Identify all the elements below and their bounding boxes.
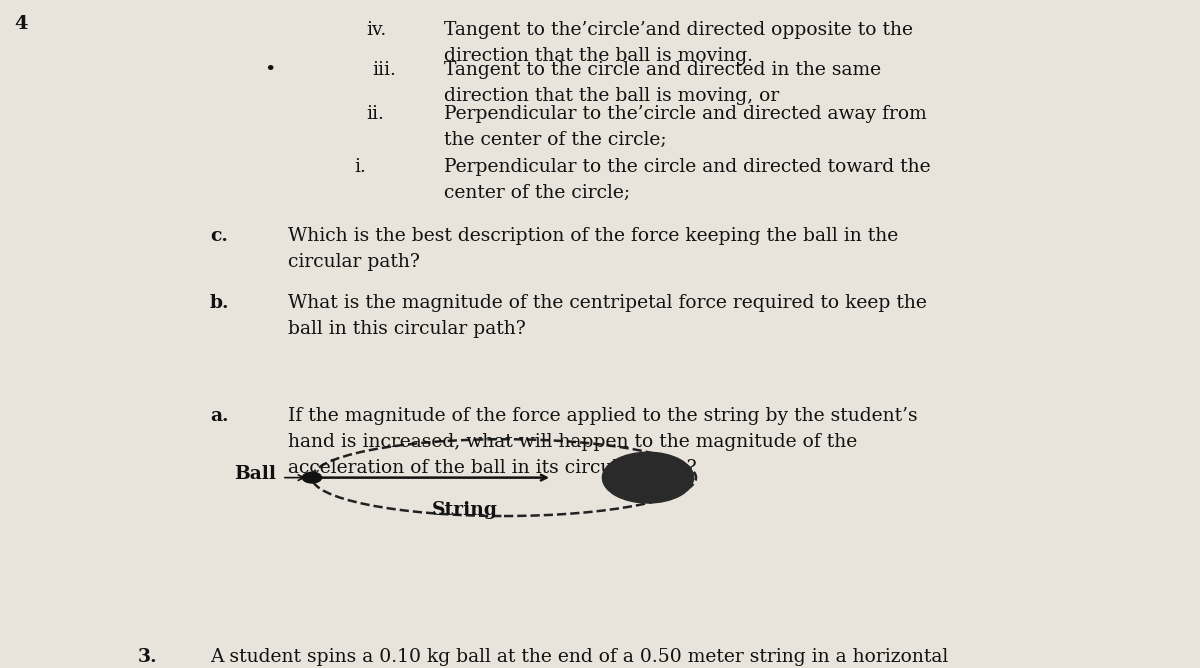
Text: 4: 4 (14, 15, 28, 33)
Text: A student spins a 0.10 kg ball at the end of a 0.50 meter string in a horizontal: A student spins a 0.10 kg ball at the en… (210, 648, 948, 668)
Text: 3.: 3. (138, 648, 157, 666)
Circle shape (602, 452, 694, 503)
Text: i.: i. (354, 158, 366, 176)
Text: String: String (432, 501, 498, 519)
Text: iii.: iii. (372, 61, 396, 79)
Text: Ball: Ball (234, 465, 276, 482)
Text: c.: c. (210, 227, 228, 245)
Text: Perpendicular to the circle and directed toward the
center of the circle;: Perpendicular to the circle and directed… (444, 158, 931, 202)
Text: Perpendicular to the’circle and directed away from
the center of the circle;: Perpendicular to the’circle and directed… (444, 105, 926, 148)
Text: ii.: ii. (366, 105, 384, 123)
Text: Tangent to the’circle’and directed opposite to the
direction that the ball is mo: Tangent to the’circle’and directed oppos… (444, 21, 913, 65)
Text: iv.: iv. (366, 21, 386, 39)
Text: What is the magnitude of the centripetal force required to keep the
ball in this: What is the magnitude of the centripetal… (288, 294, 926, 337)
Text: Which is the best description of the force keeping the ball in the
circular path: Which is the best description of the for… (288, 227, 899, 271)
Text: •: • (264, 61, 275, 79)
Text: b.: b. (210, 294, 229, 312)
Text: a.: a. (210, 407, 228, 426)
Circle shape (302, 472, 322, 483)
Text: Tangent to the circle and directed in the same
direction that the ball is moving: Tangent to the circle and directed in th… (444, 61, 881, 105)
Text: If the magnitude of the force applied to the string by the student’s
hand is inc: If the magnitude of the force applied to… (288, 407, 918, 477)
